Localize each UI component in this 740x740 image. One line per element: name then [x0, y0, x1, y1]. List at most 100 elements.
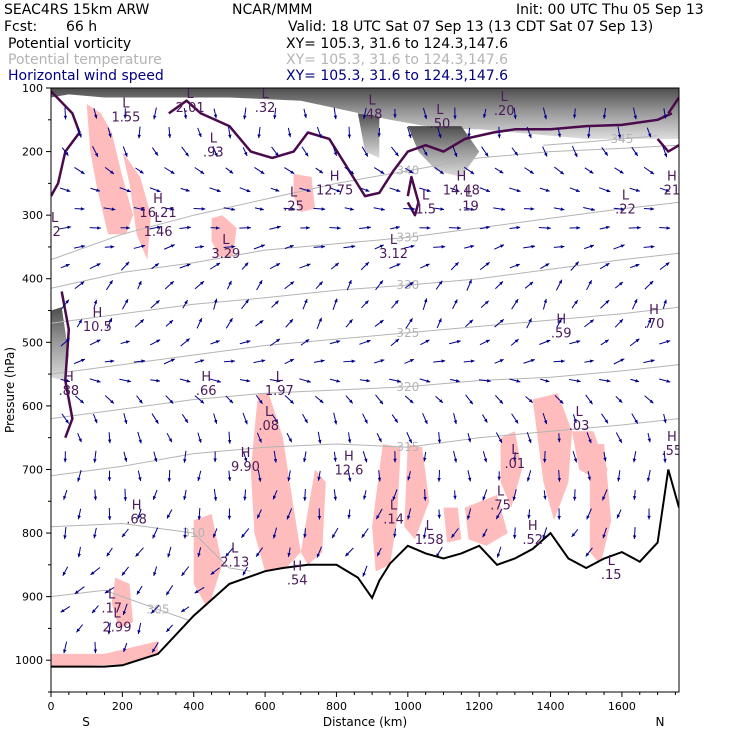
pv-extremum-label: L.14	[383, 498, 404, 527]
wind-vector	[163, 358, 176, 365]
pv-extremum-label: L2.01	[176, 88, 205, 116]
wind-vector	[584, 359, 594, 363]
svg-text:L: L	[390, 233, 398, 248]
wind-vector	[257, 126, 261, 139]
wind-vector	[602, 107, 607, 119]
wind-vector	[135, 167, 144, 174]
wind-vector	[137, 431, 142, 444]
pv-extremum-label: L.15	[601, 554, 622, 583]
pv-extremum-label: H.55	[662, 430, 679, 459]
wind-vector	[362, 450, 368, 463]
wind-vector	[404, 281, 414, 289]
wind-vector	[243, 107, 247, 120]
wind-vector	[197, 547, 202, 558]
wind-vector	[599, 225, 610, 230]
wind-vector	[151, 642, 159, 653]
wind-vector	[553, 245, 565, 249]
wind-vector	[303, 488, 307, 501]
wind-vector	[150, 299, 160, 309]
wind-vector	[223, 245, 236, 249]
wind-vector	[284, 167, 295, 175]
wind-vector	[212, 146, 218, 157]
pv-extremum-label: H10.5	[83, 306, 112, 335]
theta-contour	[51, 201, 679, 289]
wind-vector	[391, 299, 399, 309]
wind-vector	[632, 527, 637, 540]
svg-text:L: L	[436, 103, 444, 118]
wind-vector	[165, 319, 174, 327]
wind-vector	[422, 107, 428, 120]
wind-vector	[137, 508, 142, 520]
wind-vector	[495, 432, 503, 444]
wind-vector	[299, 187, 311, 193]
pv-extremum-label: L.22	[615, 189, 636, 218]
wind-vector	[104, 245, 115, 249]
svg-text:L: L	[622, 189, 630, 204]
wind-vector	[105, 279, 114, 291]
wind-vector	[435, 395, 444, 404]
wind-vector	[374, 319, 384, 327]
theta-contour-label: 325	[396, 326, 419, 340]
wind-vector	[150, 604, 160, 614]
wind-vector	[77, 469, 82, 482]
wind-vector	[193, 207, 206, 211]
pv-extremum-label: L.75	[490, 484, 511, 513]
pv-fill-region	[443, 507, 462, 543]
wind-vector	[389, 187, 401, 193]
wind-vector	[434, 207, 445, 211]
wind-vector	[437, 469, 441, 482]
wind-vector	[631, 413, 639, 424]
pv-fill-region	[211, 215, 237, 257]
axes-layer: 0 200 400 600 800 1000 1200 1400 1600 100 200 300 40…	[15, 82, 676, 713]
wind-vector	[568, 378, 581, 383]
wind-vector	[359, 225, 371, 230]
wind-vector	[333, 107, 338, 120]
north-end-label: N	[656, 715, 665, 729]
wind-vector	[466, 279, 472, 291]
wind-vector	[179, 225, 191, 230]
pv-fill-region	[404, 444, 430, 540]
wind-vector	[513, 452, 517, 462]
wind-vector	[74, 586, 85, 595]
wind-vector	[239, 187, 251, 193]
wind-vector	[213, 298, 218, 310]
wind-vector	[225, 317, 233, 329]
wind-vector	[523, 358, 535, 364]
pv-extremum-label: H14.48	[443, 170, 480, 199]
wind-vector	[242, 147, 248, 157]
pv-extremum-label: H12.75	[316, 170, 353, 199]
wind-vector	[453, 450, 458, 463]
svg-text:.54: .54	[287, 573, 308, 588]
wind-vector	[316, 126, 322, 139]
wind-vector	[135, 547, 144, 557]
wind-vector	[119, 378, 132, 383]
wind-vector	[433, 359, 446, 363]
wind-vector	[393, 451, 397, 463]
wind-vector	[662, 145, 668, 158]
svg-text:.19: .19	[458, 199, 479, 214]
wind-vector	[434, 166, 445, 175]
y-tick-label: 500	[22, 336, 43, 349]
wind-vector	[495, 508, 503, 520]
wind-vector	[602, 489, 608, 501]
wind-vector	[137, 622, 142, 635]
pv-extremum-label: L.32	[255, 87, 276, 116]
wind-vector	[315, 281, 324, 290]
wind-vector	[271, 146, 280, 157]
svg-text:L: L	[261, 87, 269, 102]
wind-vector	[225, 167, 234, 174]
wind-vector	[405, 317, 413, 329]
wind-vector	[495, 281, 504, 290]
wind-vector	[123, 488, 128, 501]
wind-vector	[600, 299, 610, 309]
wind-vector	[584, 244, 595, 250]
svg-text:1.46: 1.46	[144, 225, 173, 240]
wind-vector	[453, 107, 457, 120]
wind-vector	[647, 432, 651, 443]
pv-extremum-label: L3.29	[211, 233, 240, 262]
wind-vector	[60, 605, 71, 613]
wind-vector	[257, 469, 262, 482]
wind-vector	[183, 489, 187, 501]
wind-vector	[166, 432, 173, 443]
theta-contour	[543, 135, 658, 146]
